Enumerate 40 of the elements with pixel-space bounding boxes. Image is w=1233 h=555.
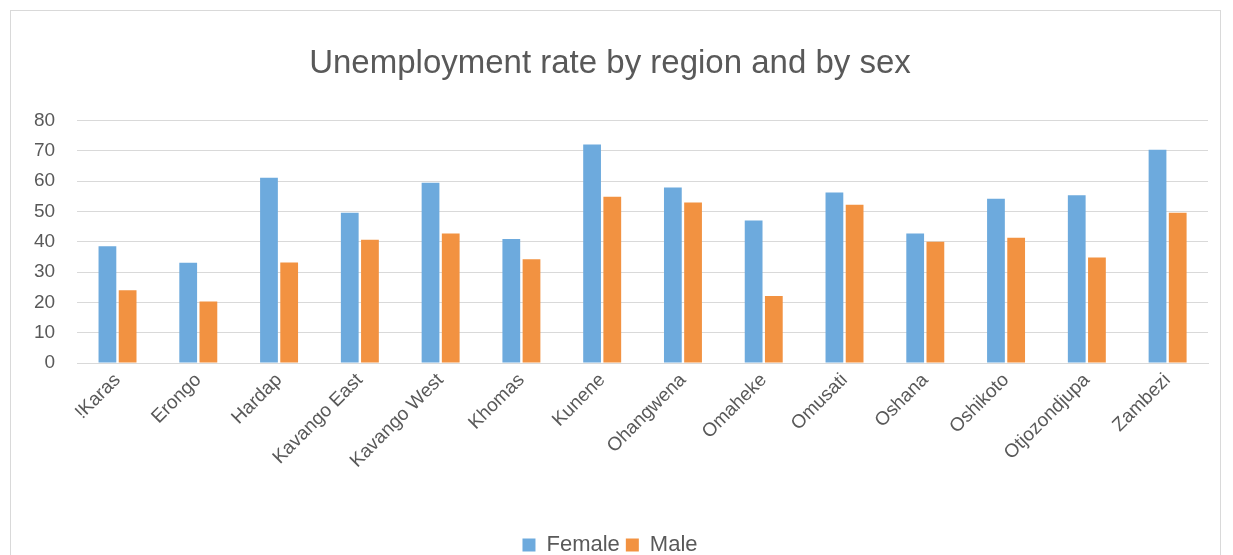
bar [1067, 195, 1086, 363]
bar [441, 233, 460, 363]
bar [1088, 257, 1106, 363]
bar [179, 262, 198, 363]
bar [663, 187, 682, 363]
y-tick-label: 60 [33, 169, 56, 191]
bar [522, 259, 541, 363]
chart-title: Unemployment rate by region and by sex [309, 42, 912, 80]
legend-label: Male [649, 531, 698, 555]
y-tick-label: 50 [33, 199, 56, 221]
y-tick-label: 80 [33, 108, 56, 130]
bar [361, 239, 379, 363]
bar [825, 192, 844, 363]
bar [1168, 212, 1187, 363]
bar [987, 198, 1005, 363]
y-tick-label: 20 [33, 290, 56, 312]
y-tick-label: 0 [44, 351, 56, 373]
legend-label: Female [546, 531, 620, 555]
bar [260, 177, 278, 363]
y-tick-label: 40 [33, 230, 56, 252]
bar [603, 196, 622, 363]
bar [744, 220, 763, 363]
bar [583, 144, 601, 363]
bar [340, 212, 359, 363]
bar [502, 239, 521, 363]
y-tick-label: 70 [33, 139, 56, 161]
bar [98, 246, 117, 363]
y-tick-label: 30 [33, 260, 56, 282]
bar [280, 262, 299, 363]
bar [845, 204, 864, 363]
bar [764, 296, 783, 363]
bar [1007, 237, 1026, 363]
bar [199, 301, 218, 363]
bar [906, 233, 925, 363]
y-tick-label: 10 [33, 320, 56, 342]
bar [926, 241, 945, 363]
bar [1148, 149, 1167, 363]
bar [684, 202, 702, 363]
bar [421, 182, 440, 363]
bar [118, 290, 137, 363]
